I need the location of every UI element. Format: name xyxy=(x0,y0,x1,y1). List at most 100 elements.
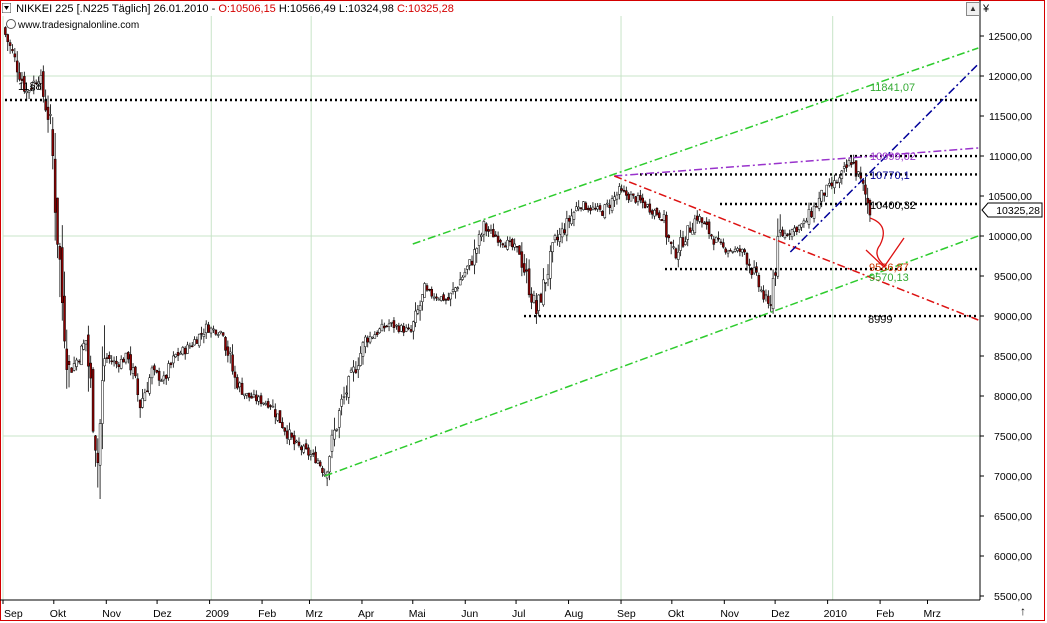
candle-body xyxy=(852,161,855,164)
candle-body xyxy=(643,201,647,209)
candle-body xyxy=(648,203,652,213)
y-tick-label: 7500,00 xyxy=(994,431,1032,443)
candle-body xyxy=(11,49,14,52)
candle-body xyxy=(245,392,249,396)
y-tick-label: 8500,00 xyxy=(994,351,1032,363)
candle-body xyxy=(520,251,524,268)
candle-body xyxy=(63,295,66,342)
x-tick-label: Feb xyxy=(876,608,894,620)
candle-body xyxy=(56,197,59,245)
candle-body xyxy=(112,360,116,363)
candle-body xyxy=(67,361,71,365)
candle-body xyxy=(572,211,576,220)
candle-body xyxy=(783,232,787,239)
candle-body xyxy=(383,325,386,329)
candle-body xyxy=(845,164,848,168)
candle-body xyxy=(96,452,100,464)
candle-body xyxy=(371,336,374,339)
candle-body xyxy=(181,347,185,355)
candle-body xyxy=(828,182,831,186)
header-open: O:10506,15 xyxy=(218,3,276,15)
candle-body xyxy=(473,249,476,266)
candle-body xyxy=(677,251,680,260)
candle-body xyxy=(183,347,187,355)
candle-body xyxy=(318,461,322,467)
candle-body xyxy=(451,289,455,292)
candle-body xyxy=(501,243,505,246)
candle-body xyxy=(800,223,803,228)
candle-body xyxy=(667,235,671,239)
x-tick-label: Okt xyxy=(50,608,66,620)
candle-body xyxy=(582,201,585,211)
candle-body xyxy=(603,204,607,219)
candle-body xyxy=(695,215,699,221)
y-tick-label: 9500,00 xyxy=(994,271,1032,283)
candle-body xyxy=(174,354,177,358)
candle-body xyxy=(27,90,31,93)
trendline-green xyxy=(324,235,979,477)
candle-body xyxy=(650,210,654,215)
candle-body xyxy=(764,294,768,297)
candle-body xyxy=(292,435,296,445)
trendline-purple xyxy=(614,147,979,177)
candle-body xyxy=(243,393,246,397)
candle-body xyxy=(316,460,320,464)
candle-body xyxy=(30,88,33,90)
x-tick-label: Dez xyxy=(153,608,172,620)
candle-body xyxy=(214,329,218,335)
candle-body xyxy=(461,276,464,280)
candle-body xyxy=(378,328,381,334)
candle-body xyxy=(219,330,222,333)
candle-body xyxy=(594,207,597,210)
candle-body xyxy=(349,369,353,373)
candle-body xyxy=(110,360,113,363)
header-date: 26.01.2010 xyxy=(153,3,209,15)
candle-body xyxy=(425,285,429,291)
candle-body xyxy=(539,293,543,303)
candle-body xyxy=(449,292,452,300)
candle-body xyxy=(361,342,365,357)
candle-body xyxy=(470,260,474,266)
candle-body xyxy=(340,398,343,407)
candle-body xyxy=(825,184,829,197)
candle-body xyxy=(58,246,62,260)
candle-body xyxy=(815,206,818,208)
x-tick-label: Feb xyxy=(258,608,276,620)
candle-body xyxy=(655,208,659,215)
candle-body xyxy=(596,206,599,210)
candle-body xyxy=(793,227,796,232)
candle-body xyxy=(155,370,158,373)
candle-body xyxy=(506,239,509,250)
candle-body xyxy=(636,195,640,202)
candle-body xyxy=(752,267,756,274)
candle-body xyxy=(435,296,438,299)
x-tick-label: Jun xyxy=(461,608,478,620)
candle-body xyxy=(309,454,313,457)
candle-body xyxy=(138,399,142,409)
candle-body xyxy=(91,369,95,432)
candle-body xyxy=(53,158,57,213)
candle-body xyxy=(767,295,770,304)
candle-body xyxy=(226,346,230,356)
y-tick-label: 11500,00 xyxy=(989,111,1032,123)
candle-body xyxy=(456,287,460,290)
scroll-top-arrow-icon[interactable]: ↑ xyxy=(1020,604,1026,618)
scroll-up-button[interactable]: ▲ xyxy=(966,2,980,16)
x-tick-label: Mrz xyxy=(924,608,942,620)
candle-body xyxy=(37,81,40,85)
x-tick-label: Mrz xyxy=(305,608,323,620)
collapse-arrow-icon[interactable] xyxy=(1,2,12,14)
candle-body xyxy=(380,323,384,332)
candle-body xyxy=(622,189,626,192)
candle-body xyxy=(89,362,92,379)
candle-body xyxy=(262,402,265,405)
candle-body xyxy=(397,325,401,332)
candle-body xyxy=(269,405,272,407)
candle-body xyxy=(335,428,339,431)
candle-body xyxy=(231,354,234,372)
candle-body xyxy=(122,358,125,363)
candle-body xyxy=(421,294,424,302)
x-tick-label: Okt xyxy=(668,608,684,620)
candle-body xyxy=(119,358,123,369)
candle-body xyxy=(513,243,516,248)
